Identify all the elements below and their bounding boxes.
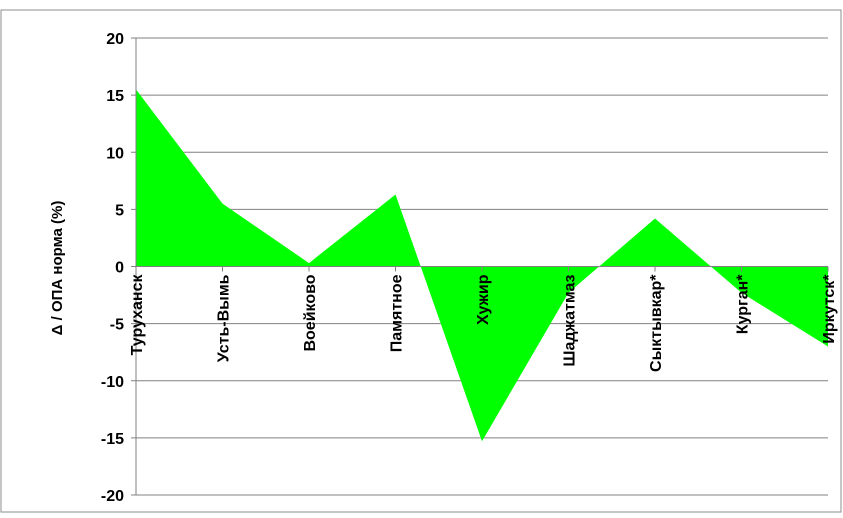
y-tick-label: -10	[101, 374, 124, 391]
x-tick-label: Хужир	[475, 274, 492, 325]
x-tick-label: Туруханск	[129, 274, 146, 356]
x-tick-label: Шаджатмаз	[562, 274, 579, 366]
x-tick-label: Иркутск*	[821, 274, 838, 344]
y-tick-label: 10	[106, 145, 124, 162]
y-tick-label: 5	[115, 202, 124, 219]
chart-border	[1, 10, 841, 512]
y-tick-label: -15	[101, 431, 124, 448]
y-tick-label: -20	[101, 488, 124, 505]
x-tick-label: Усть-Вымь	[216, 274, 233, 362]
y-tick-label: 0	[115, 260, 124, 277]
x-tick-label: Памятное	[389, 274, 406, 352]
x-tick-label: Воейково	[302, 274, 319, 351]
x-tick-label: Курган*	[735, 274, 752, 334]
y-tick-label: 20	[106, 31, 124, 48]
y-axis-label: Δ / ОПА норма (%)	[49, 201, 66, 336]
y-tick-label: 15	[106, 88, 124, 105]
x-tick-label: Сыктывкар*	[648, 274, 665, 372]
y-tick-label: -5	[110, 317, 124, 334]
